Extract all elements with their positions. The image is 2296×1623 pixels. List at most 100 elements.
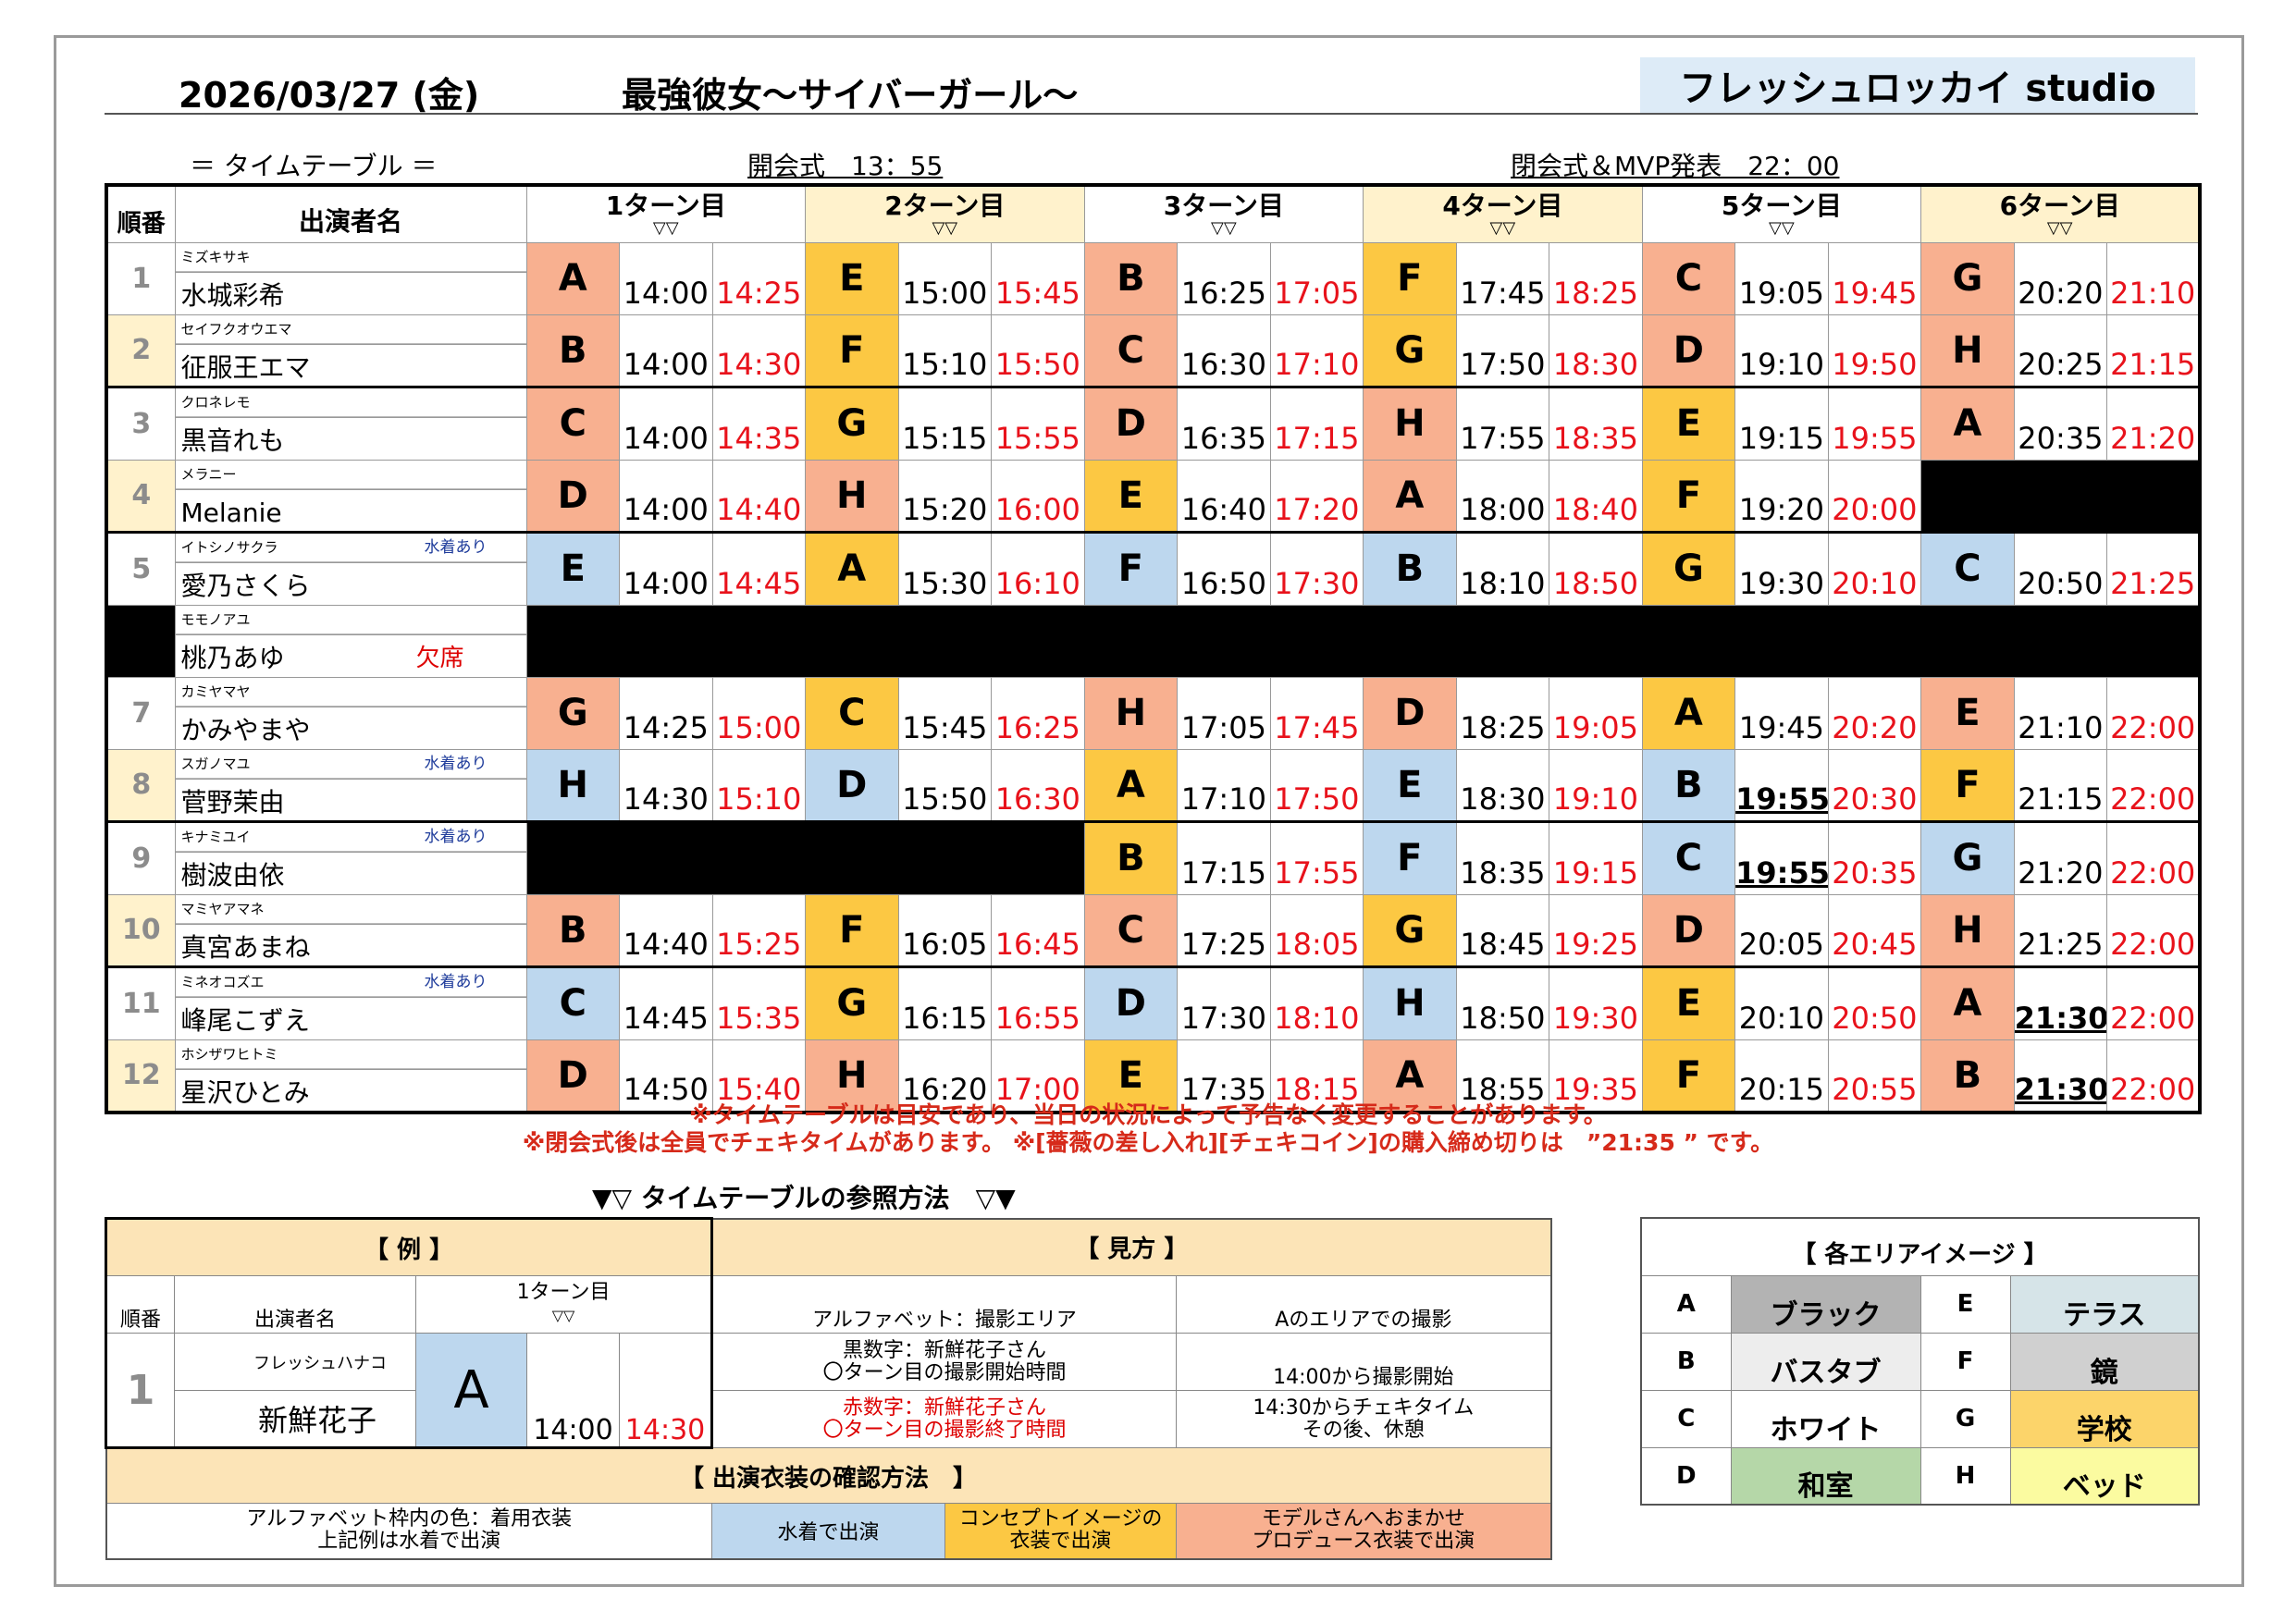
start-time: 17:30 xyxy=(1177,965,1271,1040)
area-letter: G xyxy=(1363,893,1457,968)
row-number: 4 xyxy=(105,459,176,534)
start-time: 18:55 xyxy=(1455,1039,1550,1113)
turn-header-1: 1ターン目 ▽▽ xyxy=(525,184,807,243)
area-name: 鏡 xyxy=(2009,1332,2200,1391)
area-letter: A xyxy=(525,241,620,315)
area-letter: E xyxy=(1920,676,2015,750)
area-letter: F xyxy=(805,893,899,968)
area-letter: B xyxy=(1083,820,1179,895)
area-letter: G xyxy=(805,386,899,461)
start-time: 17:45 xyxy=(1455,241,1550,315)
start-time: 21:30 xyxy=(2013,1039,2108,1113)
area-code: A xyxy=(1640,1274,1732,1334)
end-time: 22:00 xyxy=(2106,1039,2201,1113)
turn-header-3: 3ターン目 ▽▽ xyxy=(1083,184,1364,243)
order-header: 順番 xyxy=(105,184,176,243)
studio-name: フレッシュロッカイ studio xyxy=(1640,57,2195,113)
start-time: 17:35 xyxy=(1177,1039,1271,1113)
performer-kana: マミヤアマネ xyxy=(176,895,525,923)
example-label: 【 例 】 xyxy=(104,1217,714,1276)
start-time: 19:20 xyxy=(1734,459,1829,534)
end-time: 16:55 xyxy=(991,965,1085,1040)
start-time: 17:10 xyxy=(1177,748,1271,823)
performer-name: 愛乃さくら xyxy=(180,571,311,601)
howto-table: 【 例 】 【 見方 】 順番 出演者名 1ターン目 ▽▽ アルファベット：撮影エ… xyxy=(104,1217,1552,1560)
area-letter: G xyxy=(1920,241,2015,315)
start-time: 15:20 xyxy=(897,459,993,534)
end-time: 19:05 xyxy=(1549,676,1643,750)
area-letter: A xyxy=(1920,386,2015,461)
area-letter: D xyxy=(525,1039,620,1113)
start-time: 18:10 xyxy=(1455,531,1550,606)
start-time: 20:10 xyxy=(1734,965,1829,1040)
start-time: 14:00 xyxy=(619,531,713,606)
start-time: 21:30 xyxy=(2013,965,2108,1040)
end-time: 15:35 xyxy=(711,965,807,1040)
performer-kana: イトシノサクラ 水着あり xyxy=(176,534,525,561)
start-time: 16:35 xyxy=(1177,386,1271,461)
performer-name: 樹波由依 xyxy=(180,860,285,891)
swimsuit-note: 水着あり xyxy=(424,972,488,991)
start-time: 15:30 xyxy=(897,531,993,606)
end-time: 16:10 xyxy=(991,531,1085,606)
ex-name: 新鮮花子 xyxy=(174,1390,416,1449)
row-number: 7 xyxy=(105,676,176,750)
unavailable-block xyxy=(525,820,1085,895)
end-time: 22:00 xyxy=(2106,893,2201,968)
area-letter: H xyxy=(805,459,899,534)
row-number: 10 xyxy=(105,893,176,968)
area-letter: H xyxy=(525,748,620,823)
area-letter: C xyxy=(1083,314,1179,388)
end-time: 18:25 xyxy=(1549,241,1643,315)
end-time: 19:35 xyxy=(1549,1039,1643,1113)
end-time: 15:45 xyxy=(991,241,1085,315)
ex-letter: A xyxy=(415,1333,527,1449)
area-letter: H xyxy=(1920,314,2015,388)
area-letter: A xyxy=(805,531,899,606)
area-letter: A xyxy=(1083,748,1179,823)
timetable: 順番 出演者名 1ターン目 ▽▽ 2ターン目 ▽▽ 3ターン目 ▽▽ 4ターン目 ▽▽ 5ターン目 ▽… xyxy=(105,183,2203,1114)
start-time: 14:00 xyxy=(619,241,713,315)
end-time: 18:40 xyxy=(1549,459,1643,534)
notice-line-2: ※閉会式後は全員でチェキタイムがあります。 ※[薔薇の差し入れ][チェキコイン]… xyxy=(522,1129,1774,1156)
area-letter: C xyxy=(1083,893,1179,968)
row-number: 9 xyxy=(105,820,176,895)
turn-header-6: 6ターン目 ▽▽ xyxy=(1920,184,2201,243)
performer-name: Melanie xyxy=(180,497,282,528)
end-time: 18:15 xyxy=(1269,1039,1364,1113)
start-time: 17:25 xyxy=(1177,893,1271,968)
performer-kana: ホシザワヒトミ xyxy=(176,1040,525,1068)
performer-name: 黒音れも xyxy=(180,425,285,456)
end-time: 20:35 xyxy=(1827,820,1922,895)
area-letter: B xyxy=(1083,241,1179,315)
area-name: ブラック xyxy=(1730,1274,1921,1334)
start-time: 20:15 xyxy=(1734,1039,1829,1113)
end-time: 20:30 xyxy=(1827,748,1922,823)
unavailable-block xyxy=(525,604,2201,678)
end-time: 18:35 xyxy=(1549,386,1643,461)
area-letter: G xyxy=(525,676,620,750)
area-code: D xyxy=(1640,1446,1732,1506)
area-title: 【 各エリアイメージ 】 xyxy=(1640,1217,2200,1276)
area-letter: B xyxy=(1641,748,1736,823)
start-time: 14:45 xyxy=(619,965,713,1040)
howto-title: ▼▽ タイムテーブルの参照方法 ▽▼ xyxy=(592,1183,1016,1213)
end-time: 14:30 xyxy=(711,314,807,388)
end-time: 15:10 xyxy=(711,748,807,823)
start-time: 18:25 xyxy=(1455,676,1550,750)
start-time: 21:15 xyxy=(2013,748,2108,823)
end-time: 19:45 xyxy=(1827,241,1922,315)
event-date: 2026/03/27 (金) xyxy=(179,75,480,116)
row-number: 5 xyxy=(105,531,176,606)
swimsuit-note: 水着あり xyxy=(424,827,488,846)
start-time: 16:50 xyxy=(1177,531,1271,606)
area-letter: G xyxy=(1363,314,1457,388)
start-time: 20:20 xyxy=(2013,241,2108,315)
timetable-label: ＝ タイムテーブル ＝ xyxy=(190,151,438,181)
end-time: 19:50 xyxy=(1827,314,1922,388)
area-image-table: 【 各エリアイメージ 】 A ブラック E テラス B バスタブ F 鏡 C ホワイト G 学校 D 和室… xyxy=(1640,1217,2201,1506)
area-letter: F xyxy=(1363,820,1457,895)
area-letter: E xyxy=(1641,965,1736,1040)
view-black-number: 黒数字：新鮮花子さん 〇ターン目の撮影開始時間 xyxy=(711,1333,1178,1391)
performer-header: 出演者名 xyxy=(174,184,527,243)
